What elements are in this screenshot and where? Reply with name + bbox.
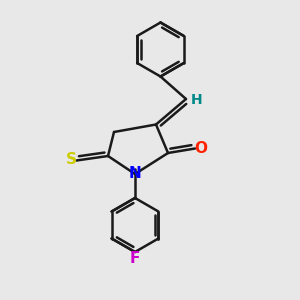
Text: F: F	[130, 251, 140, 266]
Text: N: N	[129, 167, 141, 182]
Text: H: H	[191, 94, 202, 107]
Text: O: O	[194, 141, 207, 156]
Text: S: S	[66, 152, 76, 167]
